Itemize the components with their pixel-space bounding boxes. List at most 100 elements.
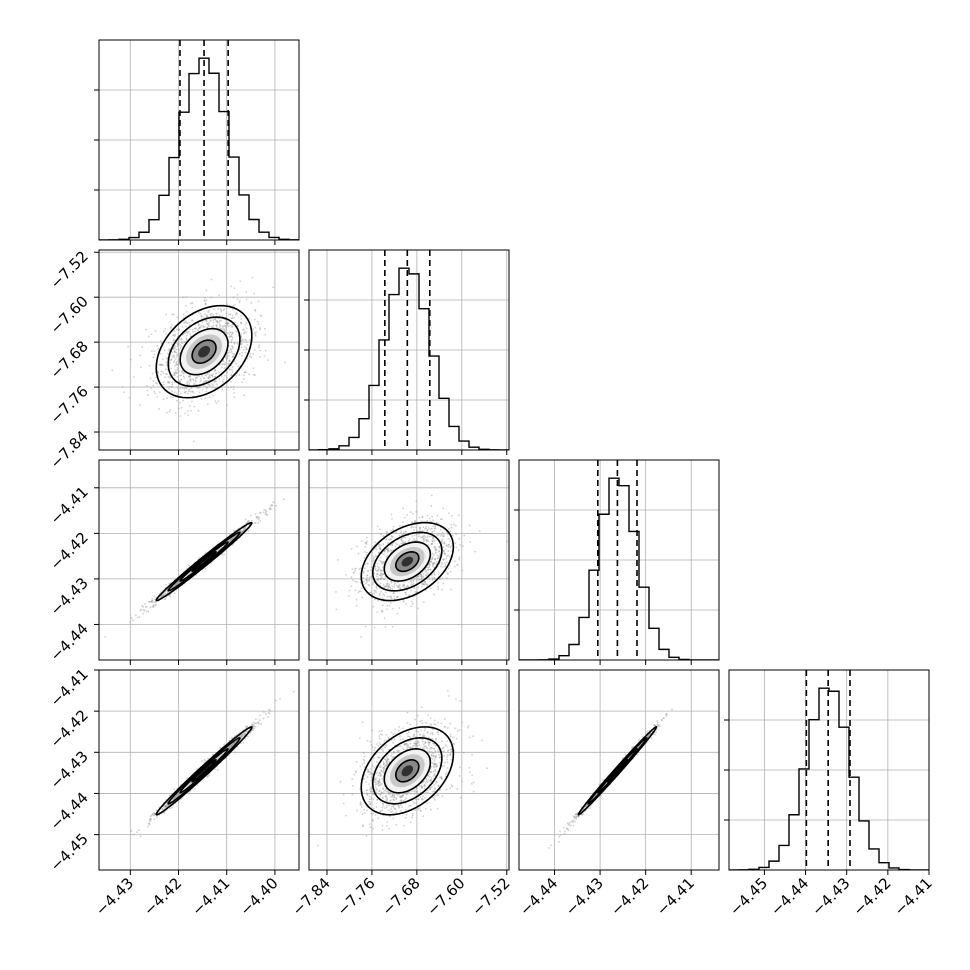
sample-point [365,543,368,545]
sample-point [245,298,248,301]
sample-point [388,539,391,541]
sample-point [205,387,208,390]
sample-point [385,538,387,541]
sample-point [171,586,174,589]
contour-1 [383,541,432,582]
sample-point [176,354,179,356]
sample-point [408,538,411,541]
sample-point [189,380,192,383]
sample-point [149,600,152,603]
sample-point [391,585,394,588]
sample-point [184,332,186,335]
sample-point [207,325,210,328]
sample-point [164,805,167,808]
sample-point [424,526,427,528]
sample-point [436,554,439,557]
sample-point [244,371,247,374]
sample-point [221,314,224,317]
sample-point [232,536,235,539]
sample-point [139,366,142,369]
sample-point [435,560,438,563]
sample-point [230,386,233,388]
sample-point [422,601,425,604]
sample-point [228,746,231,749]
sample-point [242,527,245,530]
sample-point [385,585,388,588]
sample-point [382,597,384,600]
sample-point [195,376,197,379]
sample-point [197,328,200,330]
sample-point [189,374,191,377]
sample-point [377,578,380,581]
sample-point [163,383,165,386]
sample-point [172,348,175,351]
sample-point [194,327,197,330]
sample-point [387,542,390,545]
sample-point [417,575,420,578]
sample-point [386,547,389,550]
sample-point [417,535,420,538]
sample-point [442,550,445,552]
sample-point [206,386,209,389]
sample-point [156,396,159,398]
sample-point [387,585,390,587]
sample-point [428,562,431,565]
sample-point [177,390,180,393]
sample-point [438,550,441,552]
sample-point [254,333,257,336]
sample-point [231,538,233,541]
sample-point [264,513,267,515]
sample-point [173,391,176,394]
sample-point [156,344,159,347]
sample-point [393,595,396,598]
sample-point [448,555,451,558]
y-tick-label: −4.41 [47,483,92,528]
sample-point [233,342,236,345]
sample-point [234,741,237,743]
sample-point [152,356,155,359]
sample-point [393,583,396,586]
sample-point [215,324,218,327]
sample-point [183,341,185,344]
sample-point [166,411,168,414]
sample-point [245,340,248,343]
sample-point [189,378,191,381]
sample-point [444,563,447,566]
sample-point [159,363,162,366]
sample-point [173,351,176,353]
panel-frame [98,459,300,661]
sample-point [182,313,185,316]
sample-point [190,319,193,322]
panel-2-2 [514,459,720,665]
sample-point [226,303,229,305]
sample-point [386,548,389,551]
sample-point [398,544,401,547]
sample-point [132,376,135,378]
sample-point [233,353,236,355]
sample-point [229,335,231,338]
sample-point [168,594,171,597]
sample-point [226,404,229,407]
sample-point [386,582,388,585]
sample-point [199,386,201,389]
sample-point [162,593,165,596]
sample-point [180,339,183,341]
sample-point [174,584,176,587]
sample-point [434,548,437,551]
sample-point [223,553,225,556]
sample-point [177,793,179,796]
sample-point [197,409,200,412]
sample-point [154,604,157,607]
sample-point [142,605,145,608]
sample-point [228,349,231,352]
sample-point [382,573,385,576]
sample-point [215,312,218,315]
sample-point [212,373,215,375]
sample-point [420,575,423,578]
sample-point [432,554,435,556]
sample-point [364,587,367,589]
contour-3 [155,304,253,399]
sample-point [431,556,434,558]
sample-point [335,591,337,593]
sample-point [176,794,178,797]
